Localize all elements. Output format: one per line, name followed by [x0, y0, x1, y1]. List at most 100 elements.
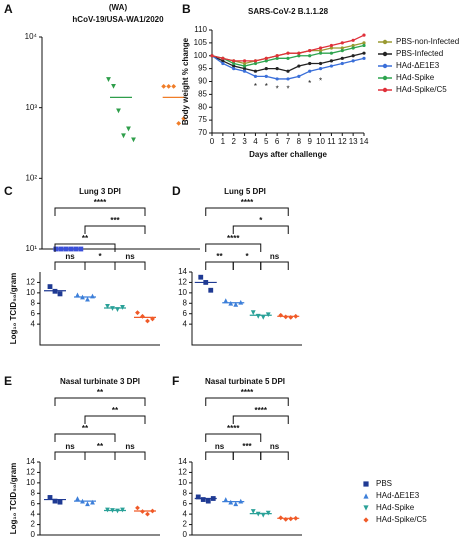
y-tick-label: 6 — [183, 499, 188, 508]
legend-label: HAd-Spike/C5 — [376, 515, 427, 524]
y-tick-label: 6 — [183, 309, 188, 318]
data-point — [275, 77, 279, 81]
data-point — [106, 77, 111, 82]
panel-title: Lung 5 DPI — [224, 187, 266, 196]
data-point — [286, 56, 290, 60]
data-point — [242, 69, 247, 73]
legend-marker — [363, 481, 369, 487]
significance-label: **** — [241, 388, 254, 397]
data-point — [116, 108, 121, 114]
axis-line — [211, 30, 364, 134]
data-point — [232, 67, 236, 71]
y-tick-label: 95 — [198, 64, 207, 73]
significance-bracket — [232, 451, 262, 460]
significance-label: ** — [82, 424, 89, 433]
data-point — [253, 61, 258, 66]
y-tick-label: 70 — [198, 128, 207, 137]
panel-letter: A — [4, 2, 13, 16]
significance-label: *** — [242, 442, 252, 451]
data-point — [53, 246, 59, 252]
data-point — [340, 56, 344, 60]
legend-label: PBS — [376, 479, 392, 488]
y-tick-label: 100 — [194, 51, 208, 60]
data-point — [242, 59, 247, 63]
y-axis-label: Log₁₀ TCID₅₀/gram — [9, 463, 18, 535]
annotation: * — [319, 77, 322, 86]
data-point — [57, 291, 63, 297]
data-point — [329, 64, 334, 68]
significance-bracket — [232, 225, 289, 234]
annotation: * — [276, 84, 279, 93]
data-point — [297, 74, 301, 78]
y-tick-label: 10 — [178, 288, 187, 297]
x-tick-label: 0 — [210, 137, 215, 146]
significance-bracket — [84, 451, 116, 460]
legend-label: PBS-Infected — [396, 49, 443, 58]
significance-label: *** — [110, 216, 120, 225]
x-tick-label: 13 — [349, 137, 358, 146]
data-point — [63, 246, 69, 252]
y-tick-label: 10 — [178, 478, 187, 487]
data-point — [232, 59, 236, 63]
data-point — [264, 74, 268, 78]
significance-label: ** — [216, 252, 223, 261]
y-tick-label: 10¹ — [25, 244, 37, 253]
axis-line — [191, 272, 302, 346]
significance-label: ns — [215, 442, 225, 451]
significance-label: **** — [255, 406, 268, 415]
data-point — [255, 313, 261, 319]
y-tick-label: 75 — [198, 115, 207, 124]
data-point — [275, 56, 279, 60]
significance-bracket — [54, 243, 116, 252]
significance-label: * — [259, 216, 263, 225]
data-point — [308, 61, 312, 66]
panel-title: Nasal turbinate 5 DPI — [205, 377, 285, 386]
data-point — [318, 67, 323, 71]
y-tick-label: 80 — [198, 102, 207, 111]
legend-marker — [363, 517, 369, 523]
y-tick-label: 8 — [31, 488, 36, 497]
y-tick-label: 90 — [198, 77, 207, 86]
legend-label: HAd-Spike — [396, 73, 435, 82]
y-tick-label: 8 — [31, 298, 36, 307]
x-tick-label: 1 — [221, 137, 226, 146]
y-tick-label: 14 — [178, 457, 187, 466]
data-point — [340, 41, 344, 45]
data-point — [297, 54, 301, 58]
panel-letter: D — [172, 184, 181, 198]
data-point — [242, 64, 247, 68]
data-point — [232, 61, 236, 66]
data-point — [283, 516, 289, 522]
panel-letter: C — [4, 184, 13, 198]
significance-bracket — [84, 261, 116, 270]
significance-label: ** — [112, 406, 119, 415]
axis-line — [39, 272, 160, 346]
significance-label: **** — [241, 198, 254, 207]
legend-marker — [363, 493, 369, 499]
significance-bracket — [114, 261, 146, 270]
significance-bracket — [205, 261, 234, 270]
y-tick-label: 2 — [183, 520, 188, 529]
annotation: * — [254, 82, 257, 91]
data-point — [90, 499, 95, 505]
legend-marker — [363, 505, 369, 511]
x-tick-label: 7 — [286, 137, 291, 146]
significance-label: **** — [227, 234, 240, 243]
y-tick-label: 10³ — [25, 103, 37, 112]
significance-bracket — [205, 433, 262, 442]
y-tick-label: 10 — [26, 478, 35, 487]
data-point — [340, 61, 344, 66]
data-point — [221, 59, 225, 63]
axis-line — [41, 37, 200, 250]
y-tick-label: 0 — [183, 530, 188, 539]
data-point — [111, 83, 116, 89]
y-tick-label: 14 — [26, 457, 35, 466]
legend-label: HAd-ΔE1E3 — [376, 491, 420, 500]
significance-bracket — [232, 415, 289, 424]
significance-bracket — [54, 451, 86, 460]
data-point — [232, 64, 236, 68]
legend-marker — [382, 75, 388, 81]
data-point — [253, 69, 258, 73]
significance-label: ns — [270, 252, 280, 261]
legend-label: HAd-Spike/C5 — [396, 85, 447, 94]
